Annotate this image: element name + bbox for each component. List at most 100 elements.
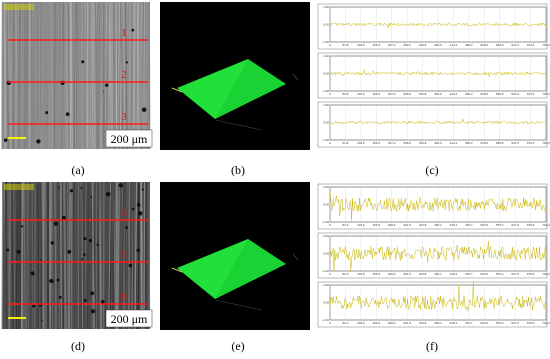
- profile-trace: [329, 22, 546, 28]
- streak: [102, 1, 105, 150]
- x-tick-label: 414.4: [450, 141, 458, 145]
- y-tick-label: 0.00: [323, 23, 329, 27]
- pit: [42, 320, 44, 322]
- x-tick-label: 523.0: [481, 321, 489, 325]
- y-tick-label: -2.40: [322, 318, 329, 322]
- pit: [65, 112, 70, 117]
- panel-label: (a): [71, 163, 84, 177]
- x-tick-label: 673.4: [527, 141, 535, 145]
- streak: [143, 181, 146, 330]
- streak: [6, 1, 9, 150]
- surface-3d: [160, 182, 310, 330]
- x-tick-label: 51.8: [343, 141, 349, 145]
- pit: [83, 253, 86, 256]
- line-number: 6: [121, 291, 127, 303]
- streak: [0, 1, 3, 150]
- streak: [3, 1, 7, 150]
- streak: [6, 1, 9, 150]
- y-tick-label: -2.40: [322, 220, 329, 224]
- axis: [292, 253, 299, 261]
- streak: [133, 1, 136, 150]
- pit: [141, 107, 147, 112]
- x-tick-label: 732.2: [542, 321, 550, 325]
- axis: [171, 87, 183, 93]
- x-tick-label: 418.4: [450, 272, 458, 276]
- profile-trace: [329, 117, 546, 125]
- x-tick-label: 261.5: [403, 272, 411, 276]
- pit: [90, 309, 95, 314]
- x-tick-label: 725.2: [542, 92, 550, 96]
- pit: [80, 186, 83, 189]
- x-tick-label: 523.0: [481, 272, 489, 276]
- panel-label: (e): [231, 339, 244, 353]
- profile-trace: [329, 240, 546, 272]
- x-tick-label: 261.5: [403, 321, 411, 325]
- profile-trace: [329, 282, 546, 312]
- streak: [5, 181, 8, 330]
- x-tick-label: 523.0: [481, 223, 489, 227]
- x-tick-label: 470.7: [465, 223, 473, 227]
- x-tick-label: 156.9: [373, 321, 381, 325]
- y-tick-label: 2.40: [323, 185, 329, 189]
- pit: [45, 111, 49, 115]
- y-tick-label: 0.00: [323, 72, 329, 76]
- pit: [103, 90, 105, 93]
- x-tick-label: 104.6: [357, 223, 365, 227]
- surface-shade: [215, 59, 286, 119]
- x-tick-label: 673.4: [527, 92, 535, 96]
- streak: [148, 181, 151, 330]
- y-tick-label: 1.90: [323, 103, 329, 107]
- pit: [128, 263, 133, 268]
- pit: [6, 248, 10, 252]
- x-tick-label: 0: [329, 223, 331, 227]
- pit: [56, 278, 60, 282]
- x-tick-label: 366.1: [434, 223, 442, 227]
- x-tick-label: 627.6: [511, 272, 519, 276]
- y-tick-label: -2.40: [322, 269, 329, 273]
- x-tick-label: 310.8: [419, 43, 427, 47]
- x-tick-label: 673.4: [527, 43, 535, 47]
- pit: [118, 183, 123, 188]
- x-tick-label: 362.6: [434, 43, 442, 47]
- x-tick-label: 679.9: [527, 321, 535, 325]
- x-tick-label: 0: [329, 43, 331, 47]
- x-tick-label: 621.6: [511, 43, 519, 47]
- x-tick-label: 104.6: [357, 321, 365, 325]
- x-tick-label: 313.8: [419, 272, 427, 276]
- profiles: 2.400.00-2.400 52.3 104.6 156.9 209.2 261.5 31…: [315, 182, 550, 330]
- pit: [30, 271, 35, 276]
- y-tick-label: -1.90: [322, 138, 329, 142]
- pit: [83, 298, 87, 302]
- surface-3d: [160, 2, 310, 150]
- x-tick-label: 575.3: [496, 321, 504, 325]
- x-tick-label: 155.4: [373, 43, 381, 47]
- x-tick-label: 209.2: [388, 223, 396, 227]
- panel-label: (b): [231, 163, 245, 177]
- x-tick-label: 0: [329, 141, 331, 145]
- y-tick-label: -1.90: [322, 89, 329, 93]
- profiles: 1.900.00-1.900 51.8 103.6 155.4 207.2 259.0 31…: [315, 2, 550, 150]
- pit: [61, 215, 66, 220]
- x-tick-label: 466.2: [465, 141, 473, 145]
- streak: [112, 181, 114, 330]
- x-tick-label: 52.3: [343, 321, 349, 325]
- x-tick-label: 470.7: [465, 321, 473, 325]
- profile-trace: [329, 69, 546, 77]
- x-tick-label: 310.8: [419, 92, 427, 96]
- y-tick-label: 2.40: [323, 234, 329, 238]
- pit: [49, 278, 54, 284]
- x-tick-label: 51.8: [343, 92, 349, 96]
- pit: [32, 304, 36, 308]
- info-text: [4, 4, 34, 10]
- x-tick-label: 209.2: [388, 321, 396, 325]
- x-tick-label: 518.0: [481, 43, 489, 47]
- streak: [66, 181, 69, 330]
- streak: [54, 181, 58, 330]
- pit: [50, 241, 55, 245]
- pit: [30, 264, 32, 266]
- pit: [88, 238, 93, 243]
- x-tick-label: 207.2: [388, 43, 396, 47]
- y-tick-label: 0.00: [323, 121, 329, 125]
- x-tick-label: 414.4: [450, 43, 458, 47]
- x-tick-label: 259.0: [403, 43, 411, 47]
